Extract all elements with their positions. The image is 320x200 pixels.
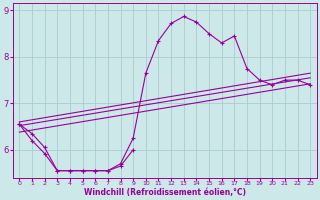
X-axis label: Windchill (Refroidissement éolien,°C): Windchill (Refroidissement éolien,°C) <box>84 188 246 197</box>
